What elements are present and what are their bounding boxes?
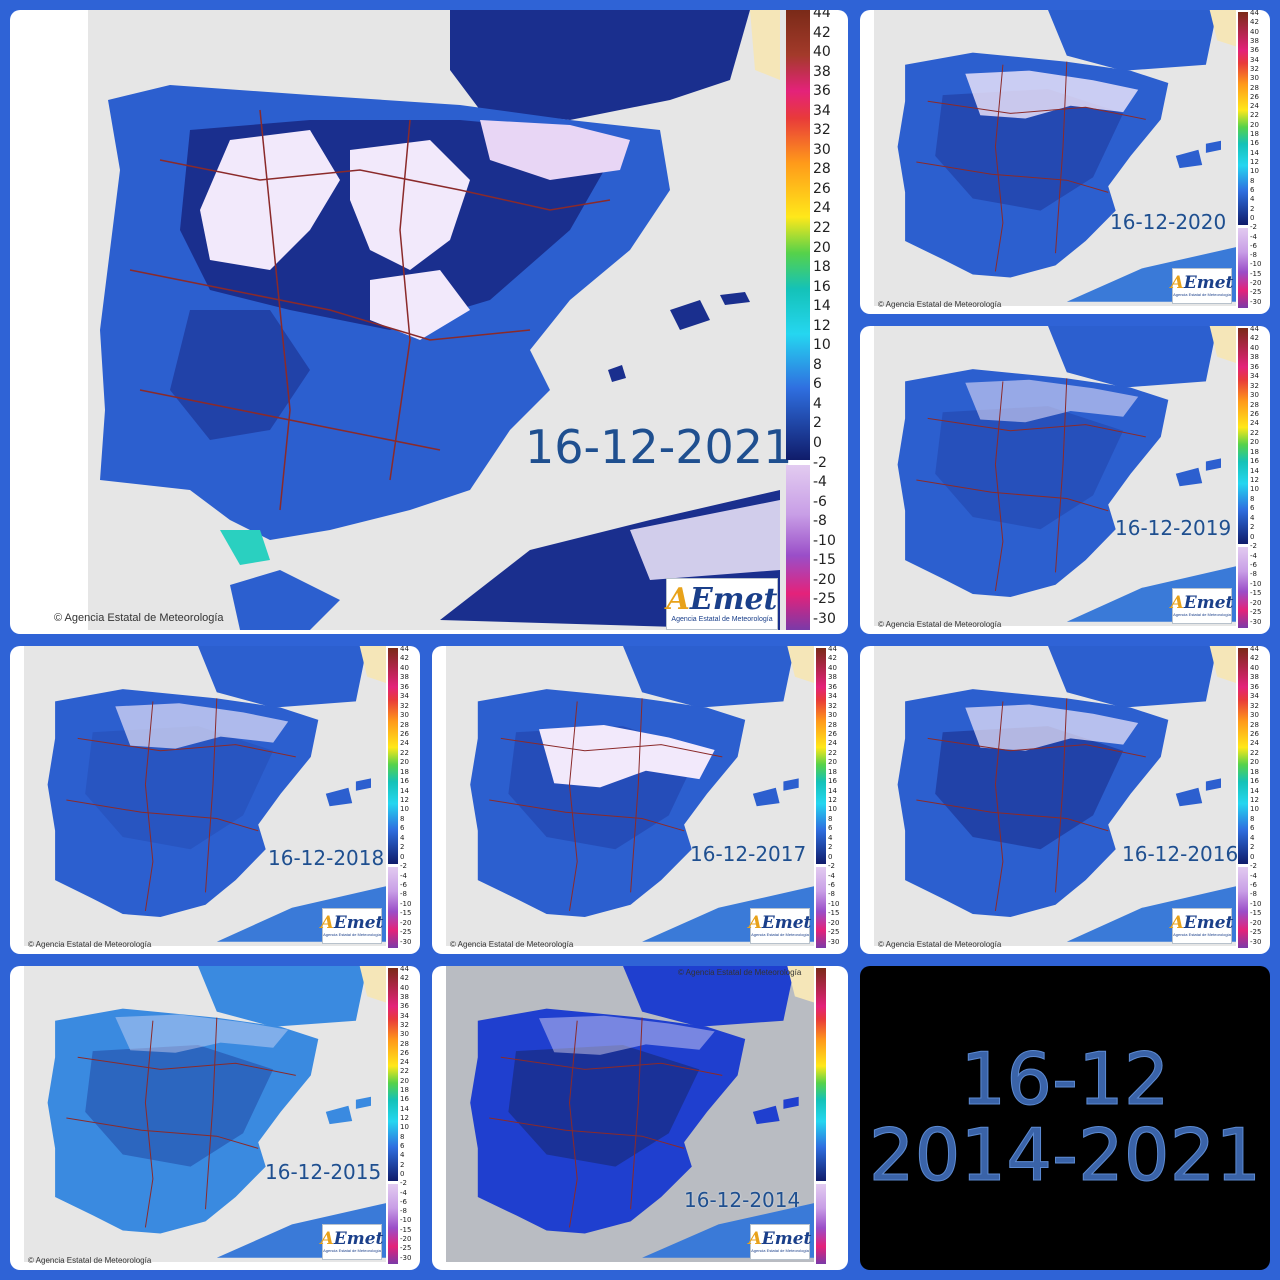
aemet-logo: AEmet Agencia Estatal de Meteorología (1171, 908, 1233, 944)
map-panel-2016: 16-12-2016 © Agencia Estatal de Meteorolo… (860, 646, 1270, 954)
temperature-scale (816, 968, 826, 1264)
aemet-logo: AEmet Agencia Estatal de Meteorología (321, 1224, 383, 1260)
map-panel-2018: 16-12-2018 © Agencia Estatal de Meteorolo… (10, 646, 420, 954)
aemet-logo: AEmet Agencia Estatal de Meteorología (749, 908, 811, 944)
copyright-text: © Agencia Estatal de Meteorología (28, 940, 152, 949)
temperature-scale: 44 42 40 38 36 34 32 30 28 26 24 22 20 18 16 14 12 10 8 6 4 2… (388, 966, 411, 1264)
map-date-label: 16-12-2016 (1122, 842, 1239, 866)
map-panel-2019: 16-12-2019 © Agencia Estatal de Meteorolo… (860, 326, 1270, 634)
map-panel-2021: 16-12-2021 © Agencia Estatal de Meteorol… (10, 10, 848, 634)
temperature-map-2019 (874, 326, 1236, 626)
map-panel-2015: 16-12-2015 © Agencia Estatal de Meteorolo… (10, 966, 420, 1270)
aemet-logo: AEmet Agencia Estatal de Meteorología (1171, 588, 1233, 624)
temperature-scale: 44 42 40 38 36 34 32 30 28 26 24 22 20 18 16 14 12 10 8 6 4 2… (1238, 10, 1261, 308)
map-date-label: 16-12-2019 (1115, 516, 1232, 540)
temperature-map-2020 (874, 10, 1236, 306)
temperature-map-2014 (446, 966, 814, 1262)
copyright-text: © Agencia Estatal de Meteorología (878, 620, 1002, 629)
map-panel-2014: 16-12-2014 © Agencia Estatal de Meteorolo… (432, 966, 848, 1270)
temperature-scale: 44 42 40 38 36 34 32 30 28 26 24 22 20 18 16 14 12 10 8 6 4 2… (816, 646, 839, 948)
map-date-label: 16-12-2018 (268, 846, 385, 870)
temperature-scale: 44 42 40 38 36 34 32 30 28 26 24 22 20 18 16 14 12 10 8 6 4 2… (786, 10, 836, 630)
temperature-scale: 44 42 40 38 36 34 32 30 28 26 24 22 20 18 16 14 12 10 8 6 4 2… (388, 646, 411, 948)
map-date-label: 16-12-2015 (265, 1160, 382, 1184)
map-panel-2020: 16-12-2020 © Agencia Estatal de Meteorolo… (860, 10, 1270, 314)
temperature-scale: 44 42 40 38 36 34 32 30 28 26 24 22 20 18 16 14 12 10 8 6 4 2… (1238, 646, 1261, 948)
map-panel-2017: 16-12-2017 © Agencia Estatal de Meteorolo… (432, 646, 848, 954)
map-date-label: 16-12-2020 (1110, 210, 1227, 234)
copyright-text: © Agencia Estatal de Meteorología (28, 1256, 152, 1265)
copyright-text: © Agencia Estatal de Meteorología (878, 300, 1002, 309)
temperature-scale: 44 42 40 38 36 34 32 30 28 26 24 22 20 18 16 14 12 10 8 6 4 2… (1238, 326, 1261, 628)
copyright-text: © Agencia Estatal de Meteorología (878, 940, 1002, 949)
map-date-label: 16-12-2021 (525, 420, 793, 474)
copyright-text: © Agencia Estatal de Meteorología (450, 940, 574, 949)
map-date-label: 16-12-2014 (684, 1188, 801, 1212)
title-years: 2014-2021 (868, 1113, 1262, 1197)
title-panel: 16-12 2014-2021 (860, 966, 1270, 1270)
aemet-logo: AEmet Agencia Estatal de Meteorología (666, 578, 778, 630)
copyright-text: © Agencia Estatal de Meteorología (54, 612, 224, 624)
copyright-text: © Agencia Estatal de Meteorología (678, 968, 802, 977)
aemet-logo: AEmet Agencia Estatal de Meteorología (749, 1224, 811, 1260)
map-date-label: 16-12-2017 (690, 842, 807, 866)
temperature-map-2017 (446, 646, 814, 946)
title-date: 16-12 (960, 1037, 1170, 1122)
aemet-logo: AEmet Agencia Estatal de Meteorología (1171, 268, 1233, 304)
aemet-logo: AEmet Agencia Estatal de Meteorología (321, 908, 383, 944)
temperature-map-2021 (48, 10, 788, 630)
